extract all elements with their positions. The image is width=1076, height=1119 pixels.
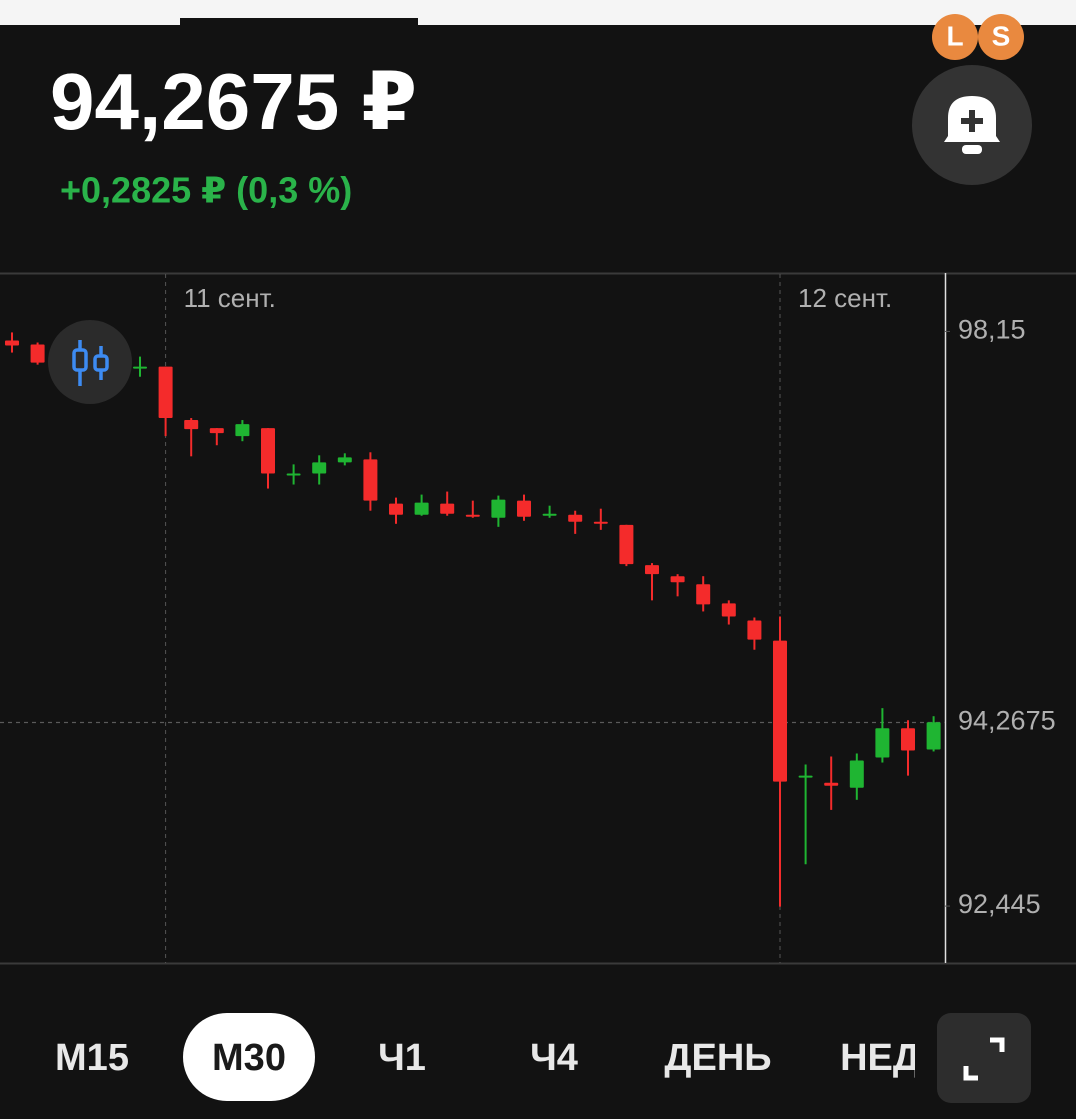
- candle-body: [721, 603, 736, 617]
- candle-body: [286, 473, 301, 476]
- candle-body: [773, 640, 787, 782]
- tab-selected-bg: [183, 1013, 315, 1101]
- price: 94,2675 ₽: [50, 57, 417, 146]
- plus-icon: [961, 110, 983, 132]
- candle-body: [337, 457, 352, 463]
- candle-body: [901, 728, 915, 751]
- candle-body: [209, 428, 224, 434]
- candle-body: [849, 760, 864, 788]
- indicator-button-bg: [48, 320, 132, 404]
- candle-body: [542, 513, 557, 516]
- candle-body: [696, 584, 711, 605]
- candle-body: [619, 524, 634, 565]
- avatar-letter: S: [992, 20, 1011, 51]
- candle-body: [747, 620, 762, 640]
- price-change: +0,2825 ₽ (0,3 %): [60, 170, 352, 211]
- candle-body: [30, 344, 45, 363]
- date-label: 12 сент.: [798, 283, 892, 313]
- notch: [180, 18, 418, 25]
- candle-body: [670, 576, 685, 583]
- candle-body: [414, 502, 429, 515]
- candle-body: [926, 722, 941, 750]
- tab[interactable]: НЕД: [840, 1037, 920, 1079]
- candle-body: [593, 521, 608, 524]
- candle-body: [5, 340, 19, 346]
- candle-body: [440, 503, 455, 514]
- alert-button[interactable]: [912, 65, 1032, 185]
- plot: 94,2675 98,15 92,445 11 сент. 12 сент.: [0, 274, 1056, 963]
- candle-body: [568, 514, 583, 522]
- indicator-icon: [93, 354, 109, 372]
- tab[interactable]: Ч1: [378, 1037, 426, 1079]
- indicator-button[interactable]: [48, 320, 132, 404]
- y-tick-label: 92,445: [958, 889, 1041, 919]
- candle-body: [184, 420, 199, 430]
- price-line-label: 94,2675: [958, 706, 1056, 736]
- candle-body: [824, 782, 839, 786]
- candle-body: [491, 499, 506, 518]
- fullscreen-icon: [963, 1037, 1005, 1081]
- y-tick-label: 98,15: [958, 315, 1026, 345]
- candle-body: [158, 366, 173, 419]
- fullscreen-button-bg: [937, 1013, 1031, 1103]
- candle-body: [798, 775, 813, 778]
- candle-body: [389, 503, 403, 515]
- candle-body: [261, 428, 275, 474]
- candle-body: [133, 366, 147, 369]
- fullscreen-button[interactable]: [937, 1013, 1031, 1103]
- avatar-letter: L: [946, 20, 963, 51]
- candle-body: [363, 459, 378, 501]
- tab[interactable]: М15: [55, 1037, 129, 1079]
- indicator-icon: [72, 348, 88, 372]
- date-label: 11 сент.: [184, 283, 276, 313]
- candle-body: [645, 565, 659, 575]
- candle-body: [235, 424, 250, 437]
- status-strip: [0, 0, 1076, 25]
- timeframe-tabs: М15 М30 Ч1 Ч4 ДЕНЬ НЕД: [55, 1013, 920, 1101]
- tab[interactable]: М30: [212, 1037, 286, 1079]
- tab[interactable]: Ч4: [530, 1037, 578, 1079]
- avatar[interactable]: [978, 14, 1024, 60]
- candle-body: [517, 500, 531, 517]
- tab[interactable]: ДЕНЬ: [664, 1037, 771, 1079]
- bell-clapper: [962, 145, 982, 154]
- candle-body: [312, 462, 327, 474]
- candle-body: [875, 728, 890, 758]
- candle-body: [465, 514, 480, 517]
- avatar[interactable]: [932, 14, 978, 60]
